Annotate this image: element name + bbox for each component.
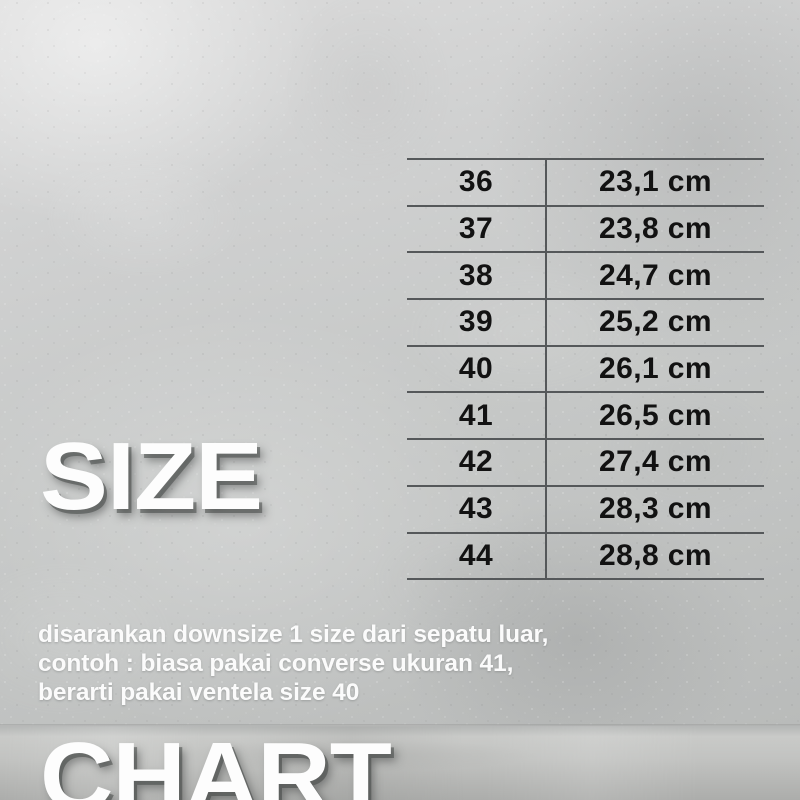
cell-length: 28,3 cm (545, 484, 764, 533)
page-title: SIZE CHART (40, 227, 392, 800)
size-chart-table: 36 23,1 cm 37 23,8 cm 38 24,7 cm 39 25,2… (407, 158, 764, 581)
cell-length: 27,4 cm (545, 438, 764, 486)
cell-size: 37 (407, 204, 546, 253)
table-row: 38 24,7 cm (407, 251, 764, 300)
cell-length: 24,7 cm (545, 251, 764, 300)
cell-length: 26,5 cm (545, 391, 764, 440)
cell-size: 41 (407, 391, 546, 440)
cell-size: 44 (407, 531, 546, 581)
table-row: 44 28,8 cm (407, 531, 764, 581)
concrete-floor-background (0, 726, 800, 800)
table-row: 43 28,3 cm (407, 484, 764, 533)
table-row: 41 26,5 cm (407, 391, 764, 440)
table-row: 39 25,2 cm (407, 298, 764, 346)
cell-size: 42 (407, 438, 546, 486)
table-row: 42 27,4 cm (407, 438, 764, 486)
cell-length: 25,2 cm (545, 298, 764, 346)
floor-texture (0, 726, 800, 800)
cell-size: 43 (407, 484, 546, 533)
table-row: 36 23,1 cm (407, 158, 764, 206)
note-line-1: disarankan downsize 1 size dari sepatu l… (38, 621, 549, 648)
note-line-2: contoh : biasa pakai converse ukuran 41, (38, 650, 514, 677)
cell-size: 39 (407, 298, 546, 346)
cell-length: 23,1 cm (545, 158, 764, 206)
note-line-3: berarti pakai ventela size 40 (38, 679, 360, 706)
table-row: 37 23,8 cm (407, 204, 764, 253)
cell-size: 36 (407, 158, 546, 206)
size-chart-table-body: 36 23,1 cm 37 23,8 cm 38 24,7 cm 39 25,2… (407, 158, 764, 581)
table-row: 40 26,1 cm (407, 344, 764, 393)
cell-length: 26,1 cm (545, 344, 764, 393)
title-line-size: SIZE (40, 423, 263, 531)
cell-length: 28,8 cm (545, 531, 764, 581)
cell-size: 38 (407, 251, 546, 300)
title-line-chart: CHART (40, 723, 392, 800)
cell-length: 23,8 cm (545, 204, 764, 253)
wall-floor-junction (0, 724, 800, 727)
cell-size: 40 (407, 344, 546, 393)
sizing-advice-note: disarankan downsize 1 size dari sepatu l… (38, 620, 638, 707)
